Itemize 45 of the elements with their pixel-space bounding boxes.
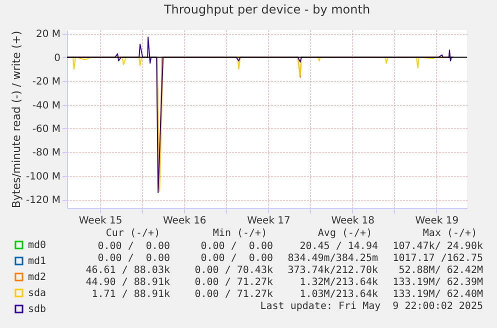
y-tick-label: -60 M bbox=[32, 124, 60, 135]
text: 133.19M/ 62.40M bbox=[392, 289, 483, 300]
x-tick-label: Week 16 bbox=[162, 216, 206, 226]
text: 0.00 / 0.00 bbox=[98, 241, 170, 252]
text: 44.90 / 88.91k bbox=[86, 277, 170, 288]
text: 1.32M/213.64k bbox=[300, 277, 378, 288]
text: 133.19M/ 62.39M bbox=[392, 277, 483, 288]
text: 20.45 / 14.94 bbox=[300, 241, 378, 252]
legend-label: md2 bbox=[28, 272, 46, 283]
text: 0.00 / 71.27k bbox=[194, 289, 273, 300]
y-tick-label: -40 M bbox=[32, 100, 60, 112]
text: 1.03M/213.64k bbox=[300, 289, 378, 300]
text: 1017.17 /162.75 bbox=[392, 253, 483, 264]
x-tick-label: Week 17 bbox=[247, 216, 290, 226]
text: 1.71 / 88.91k bbox=[92, 289, 170, 300]
text: 834.49m/384.25m bbox=[288, 253, 378, 264]
y-tick-label: -100 M bbox=[26, 171, 60, 182]
text: 373.74k/212.70k bbox=[288, 265, 378, 276]
text: 0.00 / 0.00 bbox=[200, 253, 273, 264]
y-tick-label: -80 M bbox=[32, 148, 60, 159]
y-axis-title: Bytes/minute read (-) / write (+) bbox=[10, 30, 23, 208]
legend-label: md0 bbox=[28, 240, 46, 251]
legend-label: sda bbox=[28, 288, 46, 299]
text: Max (-/+) bbox=[422, 228, 478, 239]
text: Min (-/+) bbox=[212, 228, 268, 239]
text: Last update: Fri May 9 22:00:02 2025 bbox=[260, 301, 483, 312]
text: 0.00 / 0.00 bbox=[200, 241, 273, 252]
y-tick-label: 20 M bbox=[36, 29, 60, 40]
text: 52.88M/ 62.42M bbox=[398, 265, 483, 276]
text: Avg (-/+) bbox=[318, 228, 372, 239]
chart-title: Throughput per device - by month bbox=[162, 2, 370, 17]
text: Cur (-/+) bbox=[106, 228, 160, 239]
text: 0.00 / 0.00 bbox=[98, 253, 170, 264]
text: 0.00 / 71.27k bbox=[194, 277, 273, 288]
text: 46.61 / 88.03k bbox=[86, 265, 170, 276]
text: 0.00 / 70.43k bbox=[194, 265, 273, 276]
y-tick-label: -20 M bbox=[32, 76, 60, 88]
x-tick-label: Week 15 bbox=[78, 216, 122, 226]
text: 107.47k/ 24.90k bbox=[392, 241, 483, 252]
legend-label: sdb bbox=[28, 304, 46, 315]
x-tick-label: Week 18 bbox=[331, 216, 375, 226]
legend-label: md1 bbox=[28, 256, 46, 267]
x-tick-label: Week 19 bbox=[415, 216, 459, 226]
y-tick-label: 0 bbox=[54, 52, 60, 64]
y-tick-label: -120 M bbox=[26, 195, 60, 206]
